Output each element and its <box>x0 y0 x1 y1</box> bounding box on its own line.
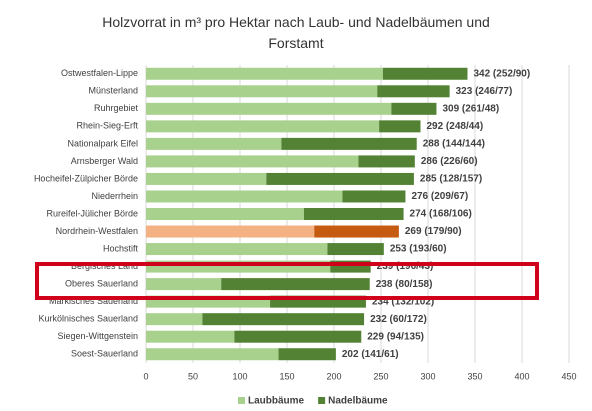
y-tick-label: Siegen-Wittgenstein <box>57 331 138 341</box>
x-tick-label: 350 <box>467 371 482 381</box>
y-tick-label: Münsterland <box>88 86 138 96</box>
bar-segment <box>221 278 370 291</box>
bar-segment <box>146 348 279 361</box>
value-label: 238 (80/158) <box>376 279 433 290</box>
bar-segment <box>146 278 222 291</box>
value-label: 232 (60/172) <box>370 314 427 325</box>
y-tick-label: Nationalpark Eifel <box>67 138 138 148</box>
value-label: 202 (141/61) <box>342 349 399 360</box>
bar-segment <box>146 313 203 326</box>
bar-segment <box>303 208 404 220</box>
x-tick-label: 100 <box>232 371 247 381</box>
bar-segment <box>146 67 383 80</box>
x-tick-label: 150 <box>279 371 294 381</box>
value-label: 274 (168/106) <box>410 209 472 220</box>
bar-segment <box>358 155 415 168</box>
y-tick-label: Niederrhein <box>91 191 138 201</box>
bar-segment <box>202 313 365 326</box>
bar-segment <box>146 208 304 220</box>
value-label: 234 (132/102) <box>372 296 434 307</box>
bar-segment <box>379 120 421 133</box>
value-label: 253 (193/60) <box>390 244 447 255</box>
legend-swatch <box>318 397 326 404</box>
value-label: 292 (248/44) <box>426 121 483 132</box>
value-label: 342 (252/90) <box>473 68 530 79</box>
y-tick-label: Rureifel-Jülicher Börde <box>46 208 138 218</box>
legend-label: Laubbäume <box>248 396 305 407</box>
y-tick-label: Ruhrgebiet <box>94 103 139 113</box>
x-tick-label: 400 <box>514 371 529 381</box>
value-label: 269 (179/90) <box>405 226 462 237</box>
x-tick-label: 300 <box>420 371 435 381</box>
x-tick-label: 50 <box>188 371 198 381</box>
bar-segment <box>382 67 468 80</box>
bar-segment <box>146 85 378 98</box>
value-label: 323 (246/77) <box>456 86 513 97</box>
value-label: 288 (144/144) <box>423 139 485 150</box>
legend-swatch <box>238 397 245 404</box>
x-tick-label: 0 <box>143 371 148 381</box>
y-tick-label: Hochstift <box>103 243 139 253</box>
y-tick-label: Märkisches Sauerland <box>49 296 138 306</box>
bar-segment <box>391 102 437 115</box>
bar-segment <box>146 243 328 256</box>
bar-segment <box>146 330 235 343</box>
y-tick-label: Nordrhein-Westfalen <box>56 226 138 236</box>
value-label: 239 (196/43) <box>377 261 434 272</box>
y-tick-label: Kurkölnisches Sauerland <box>38 314 138 324</box>
value-label: 285 (128/157) <box>420 174 482 185</box>
bar-segment <box>146 190 343 203</box>
bar-segment <box>278 348 336 361</box>
legend-label: Nadelbäume <box>328 396 388 407</box>
y-tick-label: Soest-Sauerland <box>71 349 138 359</box>
y-tick-label: Rhein-Sieg-Erft <box>76 121 138 131</box>
bar-segment <box>234 330 362 343</box>
value-label: 286 (226/60) <box>421 156 478 167</box>
bar-segment <box>266 172 414 185</box>
bar-segment <box>146 120 380 133</box>
bar-segment <box>342 190 406 203</box>
bar-segment <box>314 225 399 238</box>
value-label: 309 (261/48) <box>442 103 499 114</box>
bar-segment <box>146 137 282 150</box>
value-label: 276 (209/67) <box>411 191 468 202</box>
y-tick-label: Ostwestfalen-Lippe <box>61 68 138 78</box>
highlight-frame <box>35 262 539 300</box>
bar-segment <box>146 155 359 168</box>
x-tick-label: 250 <box>373 371 388 381</box>
bar-segment <box>327 243 384 256</box>
bar-segment <box>146 102 392 115</box>
value-label: 229 (94/135) <box>367 331 424 342</box>
y-tick-label: Arnsberger Wald <box>71 156 138 166</box>
bar-segment <box>146 172 267 185</box>
chart-title: Holzvorrat in m³ pro Hektar nach Laub- u… <box>102 14 490 51</box>
bar-segment <box>281 137 417 150</box>
bar-segment <box>377 85 450 98</box>
x-tick-label: 450 <box>561 371 576 381</box>
y-tick-label: Oberes Sauerland <box>65 278 138 288</box>
y-tick-label: Hocheifel-Zülpicher Börde <box>34 173 138 183</box>
bar-segment <box>146 225 315 238</box>
x-tick-label: 200 <box>326 371 341 381</box>
